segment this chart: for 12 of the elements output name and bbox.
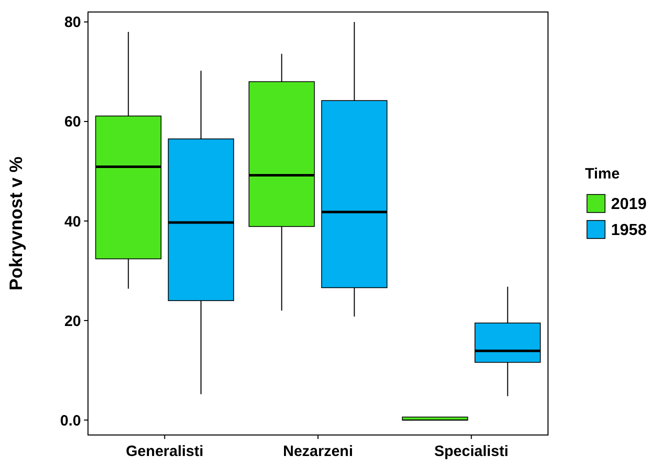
x-tick-label: Generalisti	[126, 443, 204, 460]
legend-label: 2019	[611, 196, 647, 214]
y-tick-label: 20	[64, 312, 81, 330]
legend-label: 1958	[611, 222, 647, 240]
legend-title: Time	[585, 166, 620, 182]
y-tick-label: 0.0	[60, 412, 81, 430]
y-tick-label: 40	[64, 213, 81, 230]
y-tick-label: 60	[64, 114, 81, 131]
y-tick-label: 80	[64, 14, 81, 32]
x-tick-label: Specialisti	[434, 443, 508, 460]
y-axis-title: Pokryvnost v %	[6, 156, 26, 291]
x-tick-label: Nezarzeni	[282, 443, 354, 460]
